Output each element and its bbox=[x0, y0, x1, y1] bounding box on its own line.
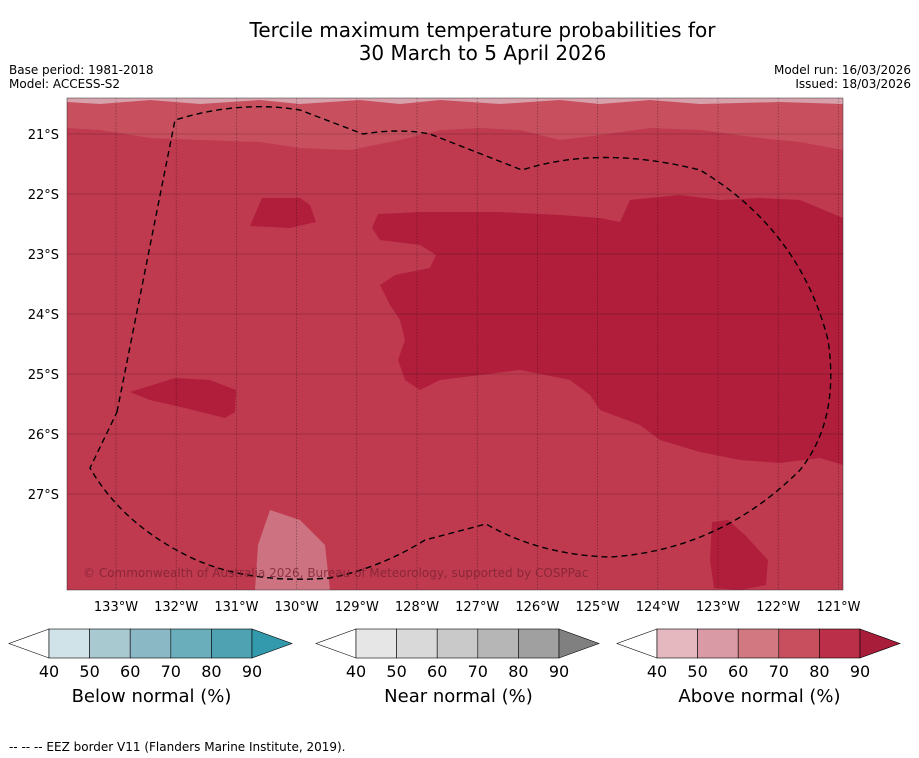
colorbar-segment bbox=[48, 628, 90, 659]
longitude-label: 125°W bbox=[576, 600, 620, 615]
longitude-label: 127°W bbox=[455, 600, 499, 615]
colorbar-segment bbox=[819, 628, 861, 659]
colorbar-segment bbox=[355, 628, 397, 659]
colorbar-tick-label: 60 bbox=[427, 662, 447, 681]
longitude-label: 129°W bbox=[335, 600, 379, 615]
longitude-labels: 133°W 132°W 131°W 130°W 129°W 128°W 127°W 126°W… bbox=[94, 600, 861, 615]
model-name: Model: ACCESS-S2 bbox=[9, 77, 121, 91]
chart-title: Tercile maximum temperature probabilitie… bbox=[0, 19, 919, 65]
high-prob-region-southwest bbox=[130, 378, 236, 418]
colorbar-tick-label: 70 bbox=[769, 662, 789, 681]
colorbar-tick-label: 60 bbox=[120, 662, 140, 681]
colorbar-tick-label: 70 bbox=[468, 662, 488, 681]
latitude-label: 22°S bbox=[28, 188, 59, 203]
title-line-1: Tercile maximum temperature probabilitie… bbox=[249, 18, 716, 42]
longitude-label: 121°W bbox=[816, 600, 860, 615]
colorbar-segment bbox=[518, 628, 560, 659]
latitude-label: 25°S bbox=[28, 368, 59, 383]
colorbar-tick-label: 50 bbox=[386, 662, 406, 681]
colorbar: 40 50 60 70 80 90 bbox=[616, 628, 901, 681]
colorbar-tick-label: 40 bbox=[346, 662, 366, 681]
high-prob-region-main bbox=[372, 195, 843, 465]
colorbar-tick-label: 40 bbox=[39, 662, 59, 681]
legend-below-normal: 40 50 60 70 80 90 bbox=[8, 626, 308, 706]
longitude-label: 122°W bbox=[756, 600, 800, 615]
colorbar-tick-label: 80 bbox=[809, 662, 829, 681]
colorbar-tick-label: 80 bbox=[508, 662, 528, 681]
colorbar-extend-high bbox=[251, 628, 293, 659]
latitude-label: 21°S bbox=[28, 128, 59, 143]
colorbar-extend-low bbox=[315, 628, 357, 659]
lighter-patch-fill bbox=[255, 510, 330, 590]
colorbar-tick-label: 90 bbox=[549, 662, 569, 681]
colorbar-extend-high bbox=[859, 628, 901, 659]
legend-above-title: Above normal (%) bbox=[678, 686, 841, 707]
latitude-label: 26°S bbox=[28, 428, 59, 443]
longitude-label: 128°W bbox=[395, 600, 439, 615]
colorbar-segment bbox=[211, 628, 253, 659]
colorbar-segment bbox=[656, 628, 698, 659]
legend-below-title: Below normal (%) bbox=[71, 686, 232, 707]
high-prob-region-west bbox=[250, 198, 316, 228]
colorbar-tick-label: 40 bbox=[647, 662, 667, 681]
legend-near-normal: 40 50 60 70 80 90 bbox=[315, 626, 615, 706]
model-run: Model run: 16/03/2026 bbox=[773, 63, 911, 77]
colorbar-segment bbox=[477, 628, 519, 659]
colorbar-tick-label: 50 bbox=[79, 662, 99, 681]
issued-date: Issued: 18/03/2026 bbox=[795, 77, 911, 91]
latitude-label: 23°S bbox=[28, 248, 59, 263]
map-frame bbox=[66, 97, 844, 591]
longitude-label: 133°W bbox=[94, 600, 138, 615]
longitude-label: 132°W bbox=[154, 600, 198, 615]
colorbar-tick-label: 50 bbox=[687, 662, 707, 681]
colorbar-segment bbox=[396, 628, 438, 659]
longitude-label: 131°W bbox=[214, 600, 258, 615]
longitude-label: 126°W bbox=[515, 600, 559, 615]
colorbar-tick-label: 60 bbox=[728, 662, 748, 681]
colorbar-segment bbox=[778, 628, 820, 659]
footnote: -- -- -- EEZ border V11 (Flanders Marine… bbox=[9, 740, 346, 754]
colorbar-segment bbox=[737, 628, 780, 659]
meta-left: Base period: 1981-2018 Model: ACCESS-S2 bbox=[9, 63, 154, 91]
colorbar-segment bbox=[129, 628, 172, 659]
colorbar-tick-label: 90 bbox=[242, 662, 262, 681]
legend-above-normal: 40 50 60 70 80 90 bbox=[616, 626, 916, 706]
colorbar: 40 50 60 70 80 90 bbox=[8, 628, 293, 681]
latitude-label: 24°S bbox=[28, 308, 59, 323]
colorbar-tick-label: 70 bbox=[161, 662, 181, 681]
colorbar-segment bbox=[436, 628, 479, 659]
latitude-label: 27°S bbox=[28, 488, 59, 503]
latitude-labels: 21°S 22°S 23°S 24°S 25°S 26°S 27°S bbox=[28, 128, 59, 503]
top-light-fill bbox=[67, 98, 843, 104]
colorbar-segment bbox=[697, 628, 739, 659]
meta-right: Model run: 16/03/2026 Issued: 18/03/2026 bbox=[774, 63, 911, 91]
colorbar-segment bbox=[170, 628, 212, 659]
map-fills bbox=[67, 98, 843, 590]
eez-border bbox=[89, 105, 832, 580]
copyright-text: © Commonwealth of Australia 2026, Bureau… bbox=[83, 566, 588, 580]
longitude-label: 124°W bbox=[636, 600, 680, 615]
colorbar-segment bbox=[89, 628, 131, 659]
legend-near-title: Near normal (%) bbox=[384, 686, 533, 707]
colorbar-extend-high bbox=[558, 628, 600, 659]
upper-band-fill bbox=[67, 98, 843, 150]
base-period: Base period: 1981-2018 bbox=[9, 63, 154, 77]
longitude-label: 130°W bbox=[275, 600, 319, 615]
longitude-label: 123°W bbox=[696, 600, 740, 615]
high-prob-region-south bbox=[710, 520, 768, 590]
colorbar-extend-low bbox=[616, 628, 658, 659]
title-line-2: 30 March to 5 April 2026 bbox=[358, 41, 607, 65]
colorbar-tick-label: 90 bbox=[850, 662, 870, 681]
colorbar-extend-low bbox=[8, 628, 50, 659]
colorbar: 40 50 60 70 80 90 bbox=[315, 628, 600, 681]
graticule bbox=[67, 98, 843, 590]
colorbar-tick-label: 80 bbox=[201, 662, 221, 681]
